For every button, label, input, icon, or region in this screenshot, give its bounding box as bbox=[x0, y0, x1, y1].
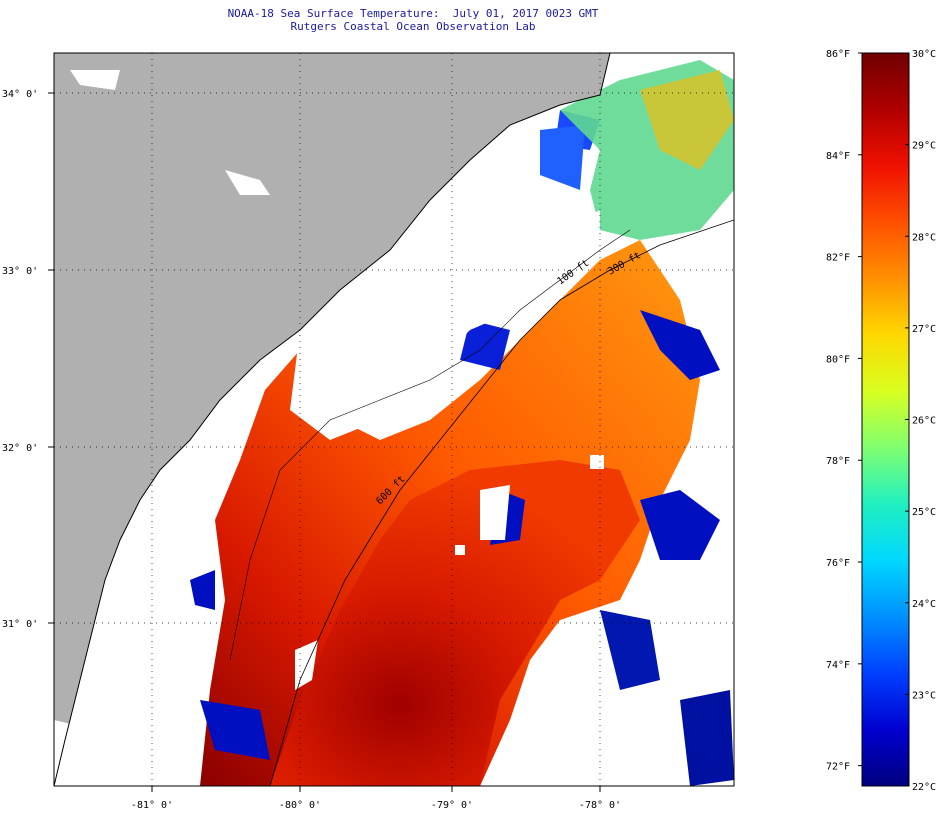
depth-contour-300ft bbox=[269, 219, 734, 786]
map-frame bbox=[53, 52, 735, 787]
colorbar-fahrenheit-label: 82°F bbox=[826, 253, 850, 264]
land-mass bbox=[54, 53, 610, 786]
lon-label-81: -81° 0' bbox=[131, 800, 173, 811]
lon-label-78: -78° 0' bbox=[579, 800, 621, 811]
map-plot-area bbox=[54, 53, 734, 786]
celsius-ticks: 30°C 29°C 28°C 27°C 26°C 25°C 24°C 23°C 22°C bbox=[905, 49, 936, 793]
colorbar-fahrenheit-label: 84°F bbox=[826, 151, 850, 162]
colorbar-celsius-label: 30°C bbox=[912, 49, 936, 60]
colorbar-scale bbox=[861, 52, 910, 787]
depth-contour-100ft bbox=[229, 229, 631, 661]
colorbar-fahrenheit-label: 80°F bbox=[826, 354, 850, 365]
coastline bbox=[54, 53, 611, 786]
colorbar-celsius-label: 28°C bbox=[912, 232, 936, 243]
colorbar-fahrenheit-label: 76°F bbox=[826, 558, 850, 569]
lat-label-31: 31° 0' bbox=[2, 619, 38, 630]
colorbar-celsius-label: 23°C bbox=[912, 690, 936, 701]
map-title: NOAA-18 Sea Surface Temperature: July 01… bbox=[227, 7, 599, 20]
lat-label-32: 32° 0' bbox=[2, 443, 38, 454]
colorbar-fahrenheit-label: 78°F bbox=[826, 456, 850, 467]
fahrenheit-ticks: 86°F 84°F 82°F 80°F 78°F 76°F 74°F 72°F bbox=[826, 49, 862, 773]
lat-label-34: 34° 0' bbox=[2, 89, 38, 100]
gulf-stream-core bbox=[270, 460, 640, 786]
lat-label-33: 33° 0' bbox=[2, 266, 38, 277]
graticule bbox=[54, 53, 734, 786]
colorbar-fahrenheit-label: 74°F bbox=[826, 660, 850, 671]
colorbar-fahrenheit-label: 86°F bbox=[826, 49, 850, 60]
lon-label-80: -80° 0' bbox=[279, 800, 321, 811]
colorbar-celsius-label: 24°C bbox=[912, 599, 936, 610]
colorbar-celsius-label: 26°C bbox=[912, 416, 936, 427]
map-subtitle: Rutgers Coastal Ocean Observation Lab bbox=[290, 20, 536, 33]
colorbar-celsius-label: 22°C bbox=[912, 782, 936, 793]
lon-label-79: -79° 0' bbox=[431, 800, 473, 811]
colorbar-celsius-label: 25°C bbox=[912, 507, 936, 518]
colorbar-celsius-label: 29°C bbox=[912, 141, 936, 152]
colorbar-celsius-label: 27°C bbox=[912, 324, 936, 335]
colorbar-fahrenheit-label: 72°F bbox=[826, 762, 850, 773]
